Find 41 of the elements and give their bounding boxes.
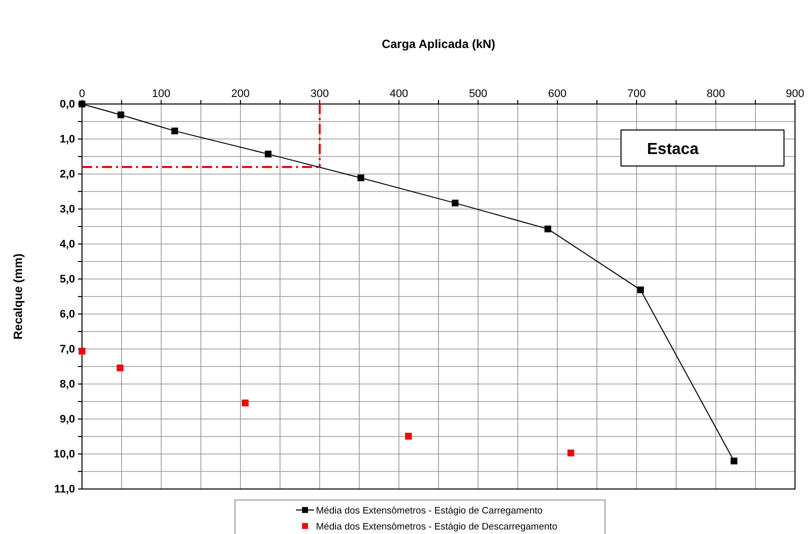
x-tick-label: 800 bbox=[706, 88, 725, 100]
point bbox=[264, 150, 272, 158]
point bbox=[78, 348, 86, 354]
y-tick-label: 4,0 bbox=[60, 238, 75, 251]
y-tick-label: 6,0 bbox=[60, 308, 75, 321]
y-tick-label: 7,0 bbox=[60, 344, 75, 356]
y-tick-label: 11,0 bbox=[54, 484, 75, 496]
point bbox=[567, 450, 574, 456]
y-tick-label: 8,0 bbox=[60, 378, 75, 391]
x-tick-label: 0 bbox=[78, 88, 86, 100]
x-tick-label: 500 bbox=[468, 88, 488, 100]
annotation: Estaca bbox=[647, 141, 699, 158]
y-tick-label: 3,0 bbox=[60, 204, 75, 216]
x-tick-label: 700 bbox=[627, 88, 646, 100]
point bbox=[452, 200, 458, 206]
y-tick-label: 9,0 bbox=[60, 414, 75, 426]
x-tick-label: 300 bbox=[310, 88, 329, 100]
point bbox=[730, 458, 738, 464]
y-axis-title: Recalque (mm) bbox=[11, 253, 25, 340]
point bbox=[78, 100, 86, 108]
legend-label: Média dos Extensômetros - Estágio de Carregamento bbox=[316, 506, 543, 516]
y-tick-label: 1,0 bbox=[60, 134, 75, 146]
y-tick-label: 2,0 bbox=[60, 168, 75, 181]
point bbox=[116, 364, 124, 372]
y-tick-label: 5,0 bbox=[60, 274, 75, 286]
point bbox=[358, 174, 364, 182]
x-tick-label: 200 bbox=[231, 88, 250, 100]
x-tick-label: 900 bbox=[786, 88, 804, 100]
point bbox=[171, 128, 178, 134]
y-tick-label: 0,0 bbox=[60, 98, 75, 111]
y-tick-label: 10,0 bbox=[54, 448, 75, 461]
x-axis-title: Carga Aplicada (kN) bbox=[382, 37, 496, 51]
x-tick-label: 600 bbox=[548, 88, 567, 100]
x-tick-label: 400 bbox=[390, 88, 408, 100]
point bbox=[405, 432, 412, 440]
point bbox=[242, 400, 249, 406]
point bbox=[637, 286, 644, 294]
point bbox=[117, 111, 124, 118]
x-tick-label: 100 bbox=[152, 88, 170, 100]
legend-label: Média dos Extensômetros - Estágio de Descarregamento bbox=[316, 522, 558, 532]
point bbox=[544, 226, 552, 232]
